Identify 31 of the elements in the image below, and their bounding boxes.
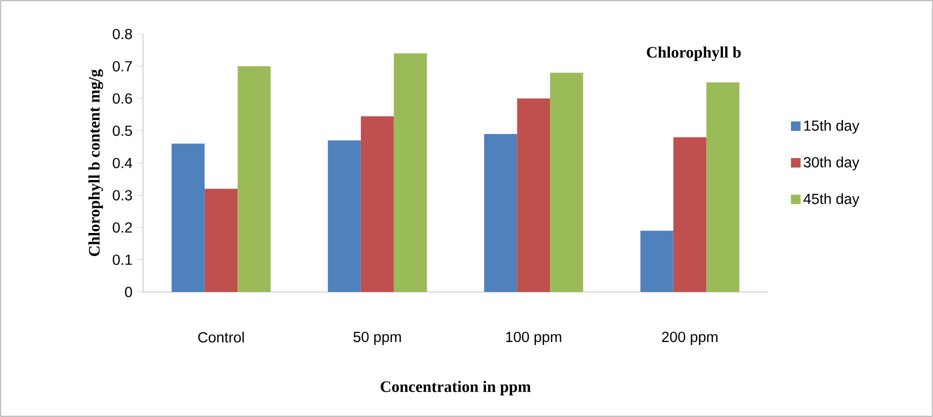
bar xyxy=(706,82,740,292)
legend-label: 15th day xyxy=(804,120,860,134)
bar xyxy=(360,116,394,292)
legend-label: 30th day xyxy=(804,156,860,170)
bar xyxy=(328,140,361,292)
bar xyxy=(394,53,427,292)
bar xyxy=(484,134,518,292)
legend-label: 45th day xyxy=(803,193,860,207)
bar xyxy=(238,66,271,292)
bar xyxy=(673,137,706,292)
x-axis-title: Concentration in ppm xyxy=(380,380,531,396)
bar xyxy=(204,188,238,292)
y-axis-title: Chlorophyll b content mg/g xyxy=(88,69,104,256)
y-tick-label: 0.1 xyxy=(112,254,132,265)
y-tick-label: 0 xyxy=(125,286,132,298)
y-tick-label: 0.2 xyxy=(112,222,132,233)
y-tick-label: 0.8 xyxy=(112,28,132,40)
y-tick-label: 0.4 xyxy=(112,158,132,168)
y-tick-label: 0.3 xyxy=(112,190,132,200)
y-tick-label: 0.5 xyxy=(112,126,132,136)
y-tick-label: 0.6 xyxy=(112,93,132,104)
annotation: Chlorophyll b xyxy=(646,46,741,62)
bar xyxy=(640,230,674,292)
x-tick-label: 50 ppm xyxy=(354,332,401,345)
x-tick-label: 200 ppm xyxy=(662,332,718,345)
bar xyxy=(517,98,550,292)
x-tick-label: Control xyxy=(198,332,244,342)
y-tick-label: 0.7 xyxy=(112,61,132,72)
bar xyxy=(172,144,205,292)
x-tick-label: 100 ppm xyxy=(506,332,562,345)
bar xyxy=(550,72,584,292)
